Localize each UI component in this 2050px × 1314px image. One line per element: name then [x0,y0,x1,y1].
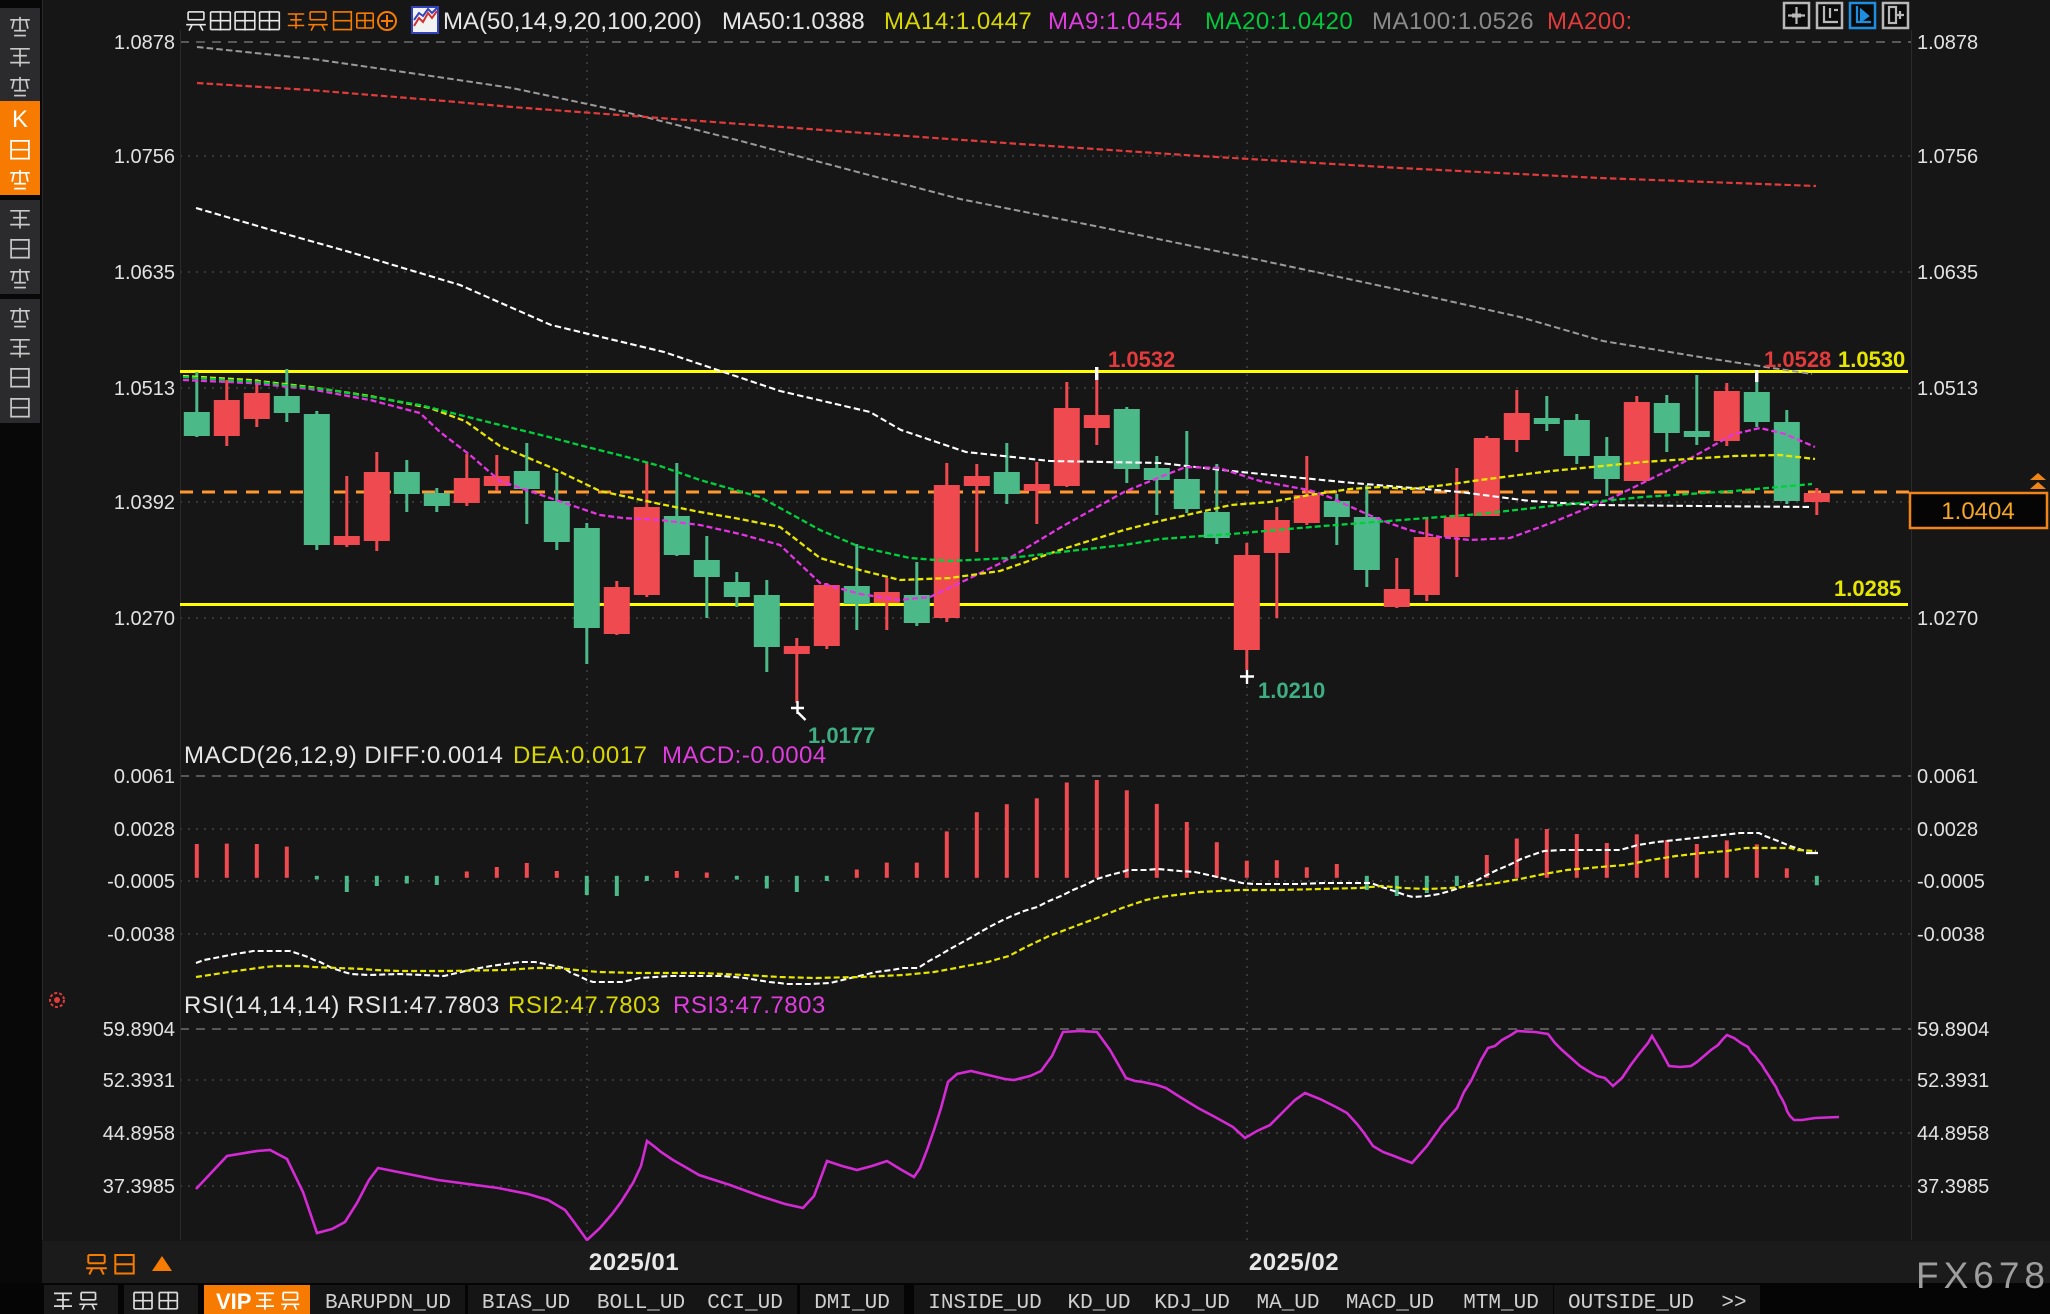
svg-text:MA9:1.0454: MA9:1.0454 [1048,8,1182,35]
svg-text:1.0177: 1.0177 [808,723,875,748]
svg-text:VIP: VIP [216,1289,251,1314]
svg-text:MA20:1.0420: MA20:1.0420 [1205,8,1353,35]
svg-text:KDJ_UD: KDJ_UD [1154,1292,1230,1314]
svg-text:0.0061: 0.0061 [1917,766,1978,788]
svg-text:OUTSIDE_UD: OUTSIDE_UD [1568,1292,1694,1314]
svg-text:-0.0038: -0.0038 [1917,924,1985,946]
svg-text:37.3985: 37.3985 [103,1176,175,1198]
svg-text:MA(50,14,9,20,100,200): MA(50,14,9,20,100,200) [443,8,702,35]
svg-text:>>: >> [1721,1292,1746,1314]
svg-text:0.0061: 0.0061 [114,766,175,788]
svg-text:1.0513: 1.0513 [114,378,175,400]
svg-text:1.0404: 1.0404 [1941,498,2014,525]
svg-text:-0.0005: -0.0005 [1917,871,1985,893]
svg-text:1.0210: 1.0210 [1258,678,1325,703]
svg-text:1.0532: 1.0532 [1108,347,1175,372]
svg-text:RSI(14,14,14) RSI1:47.7803: RSI(14,14,14) RSI1:47.7803 [184,992,500,1019]
svg-text:RSI2:47.7803: RSI2:47.7803 [508,992,661,1019]
svg-text:MA50:1.0388: MA50:1.0388 [722,8,865,35]
svg-text:DMI_UD: DMI_UD [814,1292,890,1314]
svg-text:59.8904: 59.8904 [1917,1019,1989,1041]
svg-text:1.0392: 1.0392 [114,492,175,514]
svg-text:MA14:1.0447: MA14:1.0447 [884,8,1032,35]
svg-text:1.0285: 1.0285 [1834,576,1901,601]
svg-text:-0.0005: -0.0005 [107,871,175,893]
svg-text:MACD:-0.0004: MACD:-0.0004 [662,742,827,769]
svg-text:KD_UD: KD_UD [1067,1292,1130,1314]
svg-text:0.0028: 0.0028 [1917,819,1978,841]
svg-text:1.0513: 1.0513 [1917,378,1978,400]
svg-text:0.0028: 0.0028 [114,819,175,841]
svg-text:44.8958: 44.8958 [103,1123,175,1145]
svg-text:FX678: FX678 [1916,1255,2050,1296]
svg-text:1.0528: 1.0528 [1764,347,1831,372]
svg-text:DEA:0.0017: DEA:0.0017 [513,742,647,769]
svg-text:1.0635: 1.0635 [1917,262,1978,284]
svg-text:1.0878: 1.0878 [114,32,175,54]
svg-text:MACD_UD: MACD_UD [1346,1292,1434,1314]
svg-text:K: K [12,106,28,133]
svg-text:BIAS_UD: BIAS_UD [482,1292,570,1314]
svg-text:52.3931: 52.3931 [1917,1070,1989,1092]
svg-text:37.3985: 37.3985 [1917,1176,1989,1198]
svg-text:BARUPDN_UD: BARUPDN_UD [325,1292,451,1314]
svg-text:1.0530: 1.0530 [1838,347,1905,372]
svg-text:2025/01: 2025/01 [589,1249,679,1276]
svg-text:MA200:: MA200: [1547,8,1633,35]
svg-text:1.0270: 1.0270 [1917,608,1978,630]
svg-text:RSI3:47.7803: RSI3:47.7803 [673,992,826,1019]
svg-text:1.0635: 1.0635 [114,262,175,284]
svg-text:2025/02: 2025/02 [1249,1249,1339,1276]
svg-text:CCI_UD: CCI_UD [707,1292,783,1314]
svg-text:44.8958: 44.8958 [1917,1123,1989,1145]
svg-text:52.3931: 52.3931 [103,1070,175,1092]
svg-text:1.0878: 1.0878 [1917,32,1978,54]
svg-text:MA_UD: MA_UD [1256,1292,1319,1314]
svg-text:1.0270: 1.0270 [114,608,175,630]
svg-text:INSIDE_UD: INSIDE_UD [928,1292,1041,1314]
svg-text:MA100:1.0526: MA100:1.0526 [1372,8,1534,35]
svg-text:MTM_UD: MTM_UD [1463,1292,1539,1314]
svg-text:1.0756: 1.0756 [1917,146,1978,168]
svg-text:MACD(26,12,9) DIFF:0.0014: MACD(26,12,9) DIFF:0.0014 [184,742,503,769]
svg-text:59.8904: 59.8904 [103,1019,175,1041]
svg-text:BOLL_UD: BOLL_UD [597,1292,685,1314]
svg-text:-0.0038: -0.0038 [107,924,175,946]
svg-text:1.0756: 1.0756 [114,146,175,168]
